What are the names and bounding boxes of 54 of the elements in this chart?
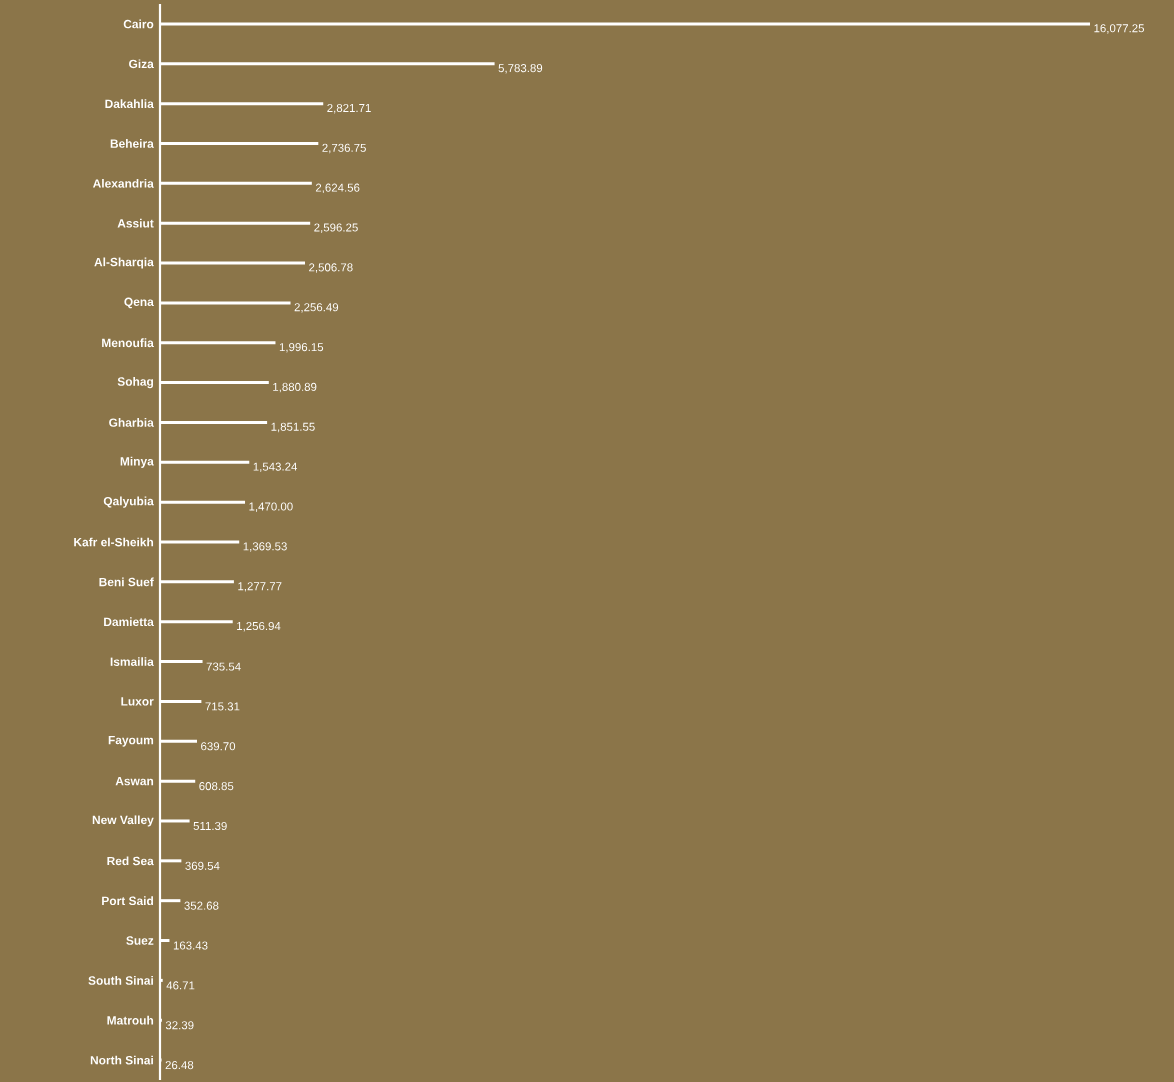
y-tick-label: Port Said	[102, 896, 153, 906]
y-tick-label: Al-Sharqia	[94, 257, 154, 269]
data-label: 26.48	[165, 1061, 194, 1070]
y-tick-label: Ismailia	[110, 657, 154, 666]
data-label: 715.31	[205, 702, 240, 711]
data-label: 46.71	[166, 981, 195, 990]
data-label: 352.68	[184, 901, 219, 910]
y-tick-label: New Valley	[92, 815, 154, 827]
data-label: 1,851.55	[271, 422, 315, 433]
y-tick-label: Fayoum	[108, 735, 154, 747]
y-tick-label: Minya	[120, 456, 154, 468]
y-tick-label: Cairo	[123, 19, 154, 29]
data-label: 1,996.15	[279, 343, 324, 353]
y-tick-label: Red Sea	[107, 856, 154, 866]
y-tick-label: Menoufia	[102, 338, 154, 348]
data-label: 2,736.75	[322, 143, 366, 154]
y-tick-label: Damietta	[104, 617, 154, 627]
data-label: 32.39	[165, 1021, 194, 1030]
data-label: 1,256.94	[237, 621, 281, 632]
data-label: 1,543.24	[253, 462, 298, 473]
y-tick-label: Assiut	[117, 218, 154, 228]
data-label: 735.54	[206, 662, 241, 671]
data-label: 163.43	[173, 941, 208, 950]
data-label: 608.85	[199, 782, 234, 791]
y-tick-label: Dakahlia	[105, 99, 154, 109]
data-label: 2,506.78	[309, 263, 353, 273]
y-tick-label: Luxor	[121, 697, 154, 706]
y-tick-label: Kafr el-Sheikh	[74, 537, 154, 547]
data-label: 16,077.25	[1094, 24, 1145, 34]
data-label: 1,369.53	[243, 542, 287, 552]
y-tick-label: South Sinai	[88, 976, 153, 985]
data-label: 639.70	[201, 742, 236, 751]
data-label: 1,880.89	[273, 382, 317, 393]
y-tick-label: Beheira	[110, 139, 154, 148]
y-tick-label: Sohag	[117, 377, 153, 389]
data-label: 2,256.49	[294, 303, 339, 313]
y-tick-label: Alexandria	[92, 178, 154, 188]
y-tick-label: Giza	[129, 59, 154, 69]
data-label: 369.54	[185, 861, 220, 870]
data-label: 2,624.56	[315, 183, 360, 194]
y-tick-label: Gharbia	[109, 418, 154, 427]
data-label: 1,470.00	[249, 502, 293, 512]
y-tick-label: Qena	[124, 297, 154, 309]
y-tick-label: Qalyubia	[103, 496, 154, 508]
y-tick-label: Matrouh	[107, 1015, 154, 1025]
data-label: 2,821.71	[327, 103, 371, 114]
y-tick-label: Beni Suef	[99, 577, 154, 587]
data-label: 2,596.25	[314, 223, 358, 233]
data-label: 511.39	[193, 821, 227, 831]
data-label: 1,277.77	[238, 582, 282, 592]
y-tick-label: North Sinai	[90, 1055, 153, 1065]
y-tick-label: Suez	[126, 936, 154, 945]
y-tick-label: Aswan	[115, 776, 154, 786]
data-label: 5,783.89	[498, 64, 543, 74]
